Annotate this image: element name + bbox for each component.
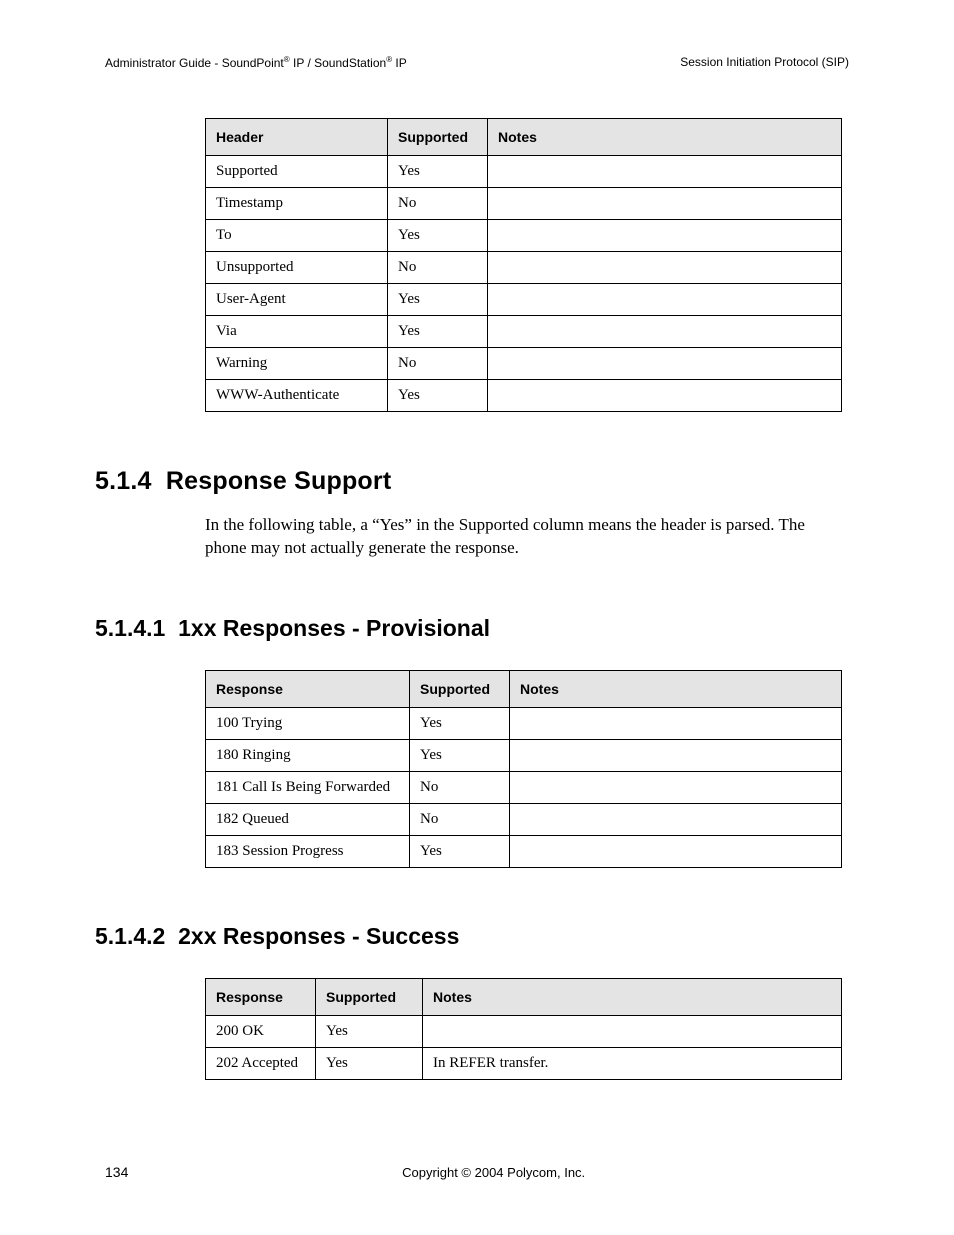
table-row: TimestampNo xyxy=(206,188,842,220)
table-row: WWW-AuthenticateYes xyxy=(206,380,842,412)
table-cell: Warning xyxy=(206,348,388,380)
section-number: 5.1.4.1 xyxy=(95,615,165,641)
table-cell: Via xyxy=(206,316,388,348)
table-cell xyxy=(488,156,842,188)
table-cell xyxy=(488,380,842,412)
table-header-cell: Header xyxy=(206,119,388,156)
table-row: 182 QueuedNo xyxy=(206,803,842,835)
table-row: 180 RingingYes xyxy=(206,739,842,771)
table-cell: No xyxy=(410,803,510,835)
section-number: 5.1.4.2 xyxy=(95,923,165,949)
responses-1xx-table: ResponseSupportedNotes100 TryingYes180 R… xyxy=(205,670,842,868)
page-number: 134 xyxy=(95,1164,128,1180)
table-cell: Yes xyxy=(316,1047,423,1079)
table-cell: 183 Session Progress xyxy=(206,835,410,867)
table-cell xyxy=(488,284,842,316)
table-header-cell: Notes xyxy=(488,119,842,156)
table-row: ViaYes xyxy=(206,316,842,348)
table-cell: WWW-Authenticate xyxy=(206,380,388,412)
table-cell xyxy=(510,739,842,771)
header-left: Administrator Guide - SoundPoint® IP / S… xyxy=(105,55,407,70)
table-row: 200 OKYes xyxy=(206,1015,842,1047)
table-cell: No xyxy=(388,348,488,380)
table-cell: 202 Accepted xyxy=(206,1047,316,1079)
section-heading-514: 5.1.4 Response Support xyxy=(95,467,859,496)
table-cell: Yes xyxy=(410,739,510,771)
page-footer: 134 Copyright © 2004 Polycom, Inc. xyxy=(95,1164,859,1180)
copyright-text: Copyright © 2004 Polycom, Inc. xyxy=(128,1165,859,1180)
table-cell: Yes xyxy=(410,707,510,739)
table-row: 183 Session ProgressYes xyxy=(206,835,842,867)
table-row: UnsupportedNo xyxy=(206,252,842,284)
table-cell: In REFER transfer. xyxy=(423,1047,842,1079)
table-cell xyxy=(510,771,842,803)
page-header: Administrator Guide - SoundPoint® IP / S… xyxy=(95,55,859,70)
responses-2xx-table: ResponseSupportedNotes200 OKYes202 Accep… xyxy=(205,978,842,1080)
table-cell: Yes xyxy=(316,1015,423,1047)
table-row: User-AgentYes xyxy=(206,284,842,316)
table-row: 100 TryingYes xyxy=(206,707,842,739)
header-support-table: HeaderSupportedNotesSupportedYesTimestam… xyxy=(205,118,842,412)
table-header-cell: Supported xyxy=(410,670,510,707)
table-cell xyxy=(510,707,842,739)
table-cell xyxy=(488,220,842,252)
table-header-cell: Supported xyxy=(316,978,423,1015)
section-title: 1xx Responses - Provisional xyxy=(178,615,490,641)
table-cell: 200 OK xyxy=(206,1015,316,1047)
table-cell: No xyxy=(388,188,488,220)
table-cell: Yes xyxy=(388,284,488,316)
table-cell: No xyxy=(388,252,488,284)
section-number: 5.1.4 xyxy=(95,467,152,495)
table-header-cell: Notes xyxy=(423,978,842,1015)
header-right: Session Initiation Protocol (SIP) xyxy=(680,55,849,70)
table-cell: No xyxy=(410,771,510,803)
table-cell: Yes xyxy=(410,835,510,867)
section-title: 2xx Responses - Success xyxy=(178,923,459,949)
table-row: ToYes xyxy=(206,220,842,252)
table-cell: To xyxy=(206,220,388,252)
header-left-mid: IP / SoundStation xyxy=(290,56,387,70)
table-cell: 182 Queued xyxy=(206,803,410,835)
table-cell xyxy=(510,803,842,835)
table-cell xyxy=(423,1015,842,1047)
table-cell: 181 Call Is Being Forwarded xyxy=(206,771,410,803)
table-header-cell: Response xyxy=(206,978,316,1015)
section-heading-5142: 5.1.4.2 2xx Responses - Success xyxy=(95,923,859,950)
table-cell xyxy=(488,316,842,348)
table-cell xyxy=(488,252,842,284)
table-cell: Yes xyxy=(388,156,488,188)
section-514-paragraph: In the following table, a “Yes” in the S… xyxy=(205,514,849,560)
table-cell: Yes xyxy=(388,380,488,412)
table-cell: 180 Ringing xyxy=(206,739,410,771)
table-row: SupportedYes xyxy=(206,156,842,188)
table-cell: Yes xyxy=(388,220,488,252)
section-title: Response Support xyxy=(166,467,391,495)
table-row: WarningNo xyxy=(206,348,842,380)
header-left-suffix: IP xyxy=(392,56,407,70)
table-row: 202 AcceptedYesIn REFER transfer. xyxy=(206,1047,842,1079)
table-cell xyxy=(488,188,842,220)
table-cell: User-Agent xyxy=(206,284,388,316)
table-header-cell: Notes xyxy=(510,670,842,707)
header-left-prefix: Administrator Guide - SoundPoint xyxy=(105,56,284,70)
table-cell xyxy=(510,835,842,867)
section-heading-5141: 5.1.4.1 1xx Responses - Provisional xyxy=(95,615,859,642)
table-cell: Unsupported xyxy=(206,252,388,284)
table-cell: Yes xyxy=(388,316,488,348)
table-cell: Timestamp xyxy=(206,188,388,220)
table-cell: 100 Trying xyxy=(206,707,410,739)
table-header-cell: Response xyxy=(206,670,410,707)
table-header-cell: Supported xyxy=(388,119,488,156)
table-cell xyxy=(488,348,842,380)
table-row: 181 Call Is Being ForwardedNo xyxy=(206,771,842,803)
table-cell: Supported xyxy=(206,156,388,188)
